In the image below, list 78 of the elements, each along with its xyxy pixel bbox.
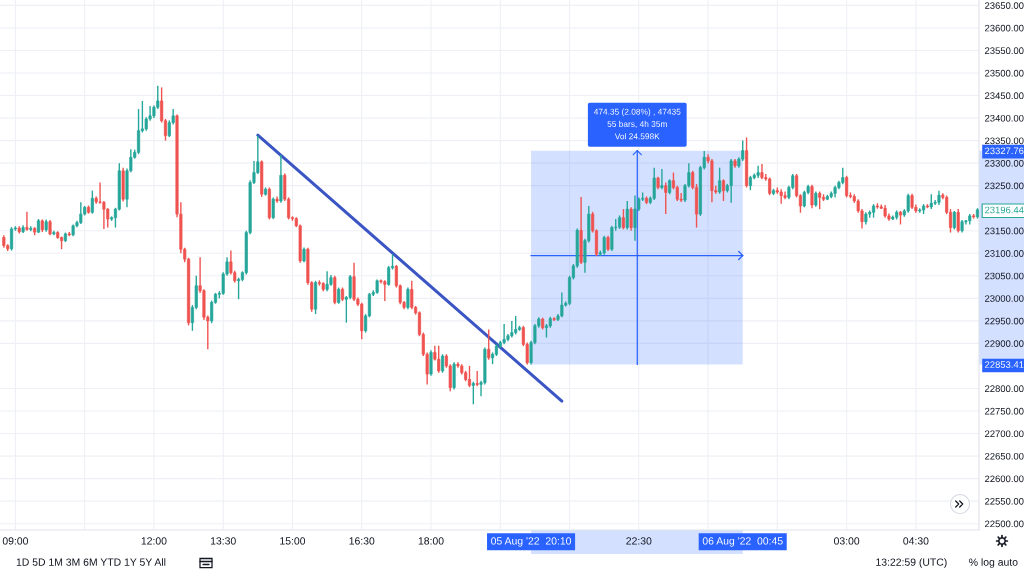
y-tick-label: 22750.00 — [985, 407, 1024, 415]
y-tick-label: 23050.00 — [985, 272, 1024, 280]
candlestick — [629, 206, 633, 232]
y-tick-label: 22900.00 — [985, 340, 1024, 347]
y-tick-label: 23327.76 — [985, 147, 1024, 155]
text: 13:22:59 (UTC) — [876, 558, 947, 568]
y-tick-label: 23000.00 — [985, 295, 1024, 302]
y-tick-label: 23550.00 — [985, 47, 1024, 54]
candlestick — [756, 165, 760, 179]
x-tick-label: 04:30 — [903, 537, 929, 545]
text: 23196.44 — [985, 206, 1024, 214]
candlestick — [452, 361, 456, 391]
x-tick-label: 12:00 — [141, 537, 167, 545]
candlestick — [621, 208, 625, 231]
candlestick — [514, 315, 518, 336]
candlestick — [952, 210, 956, 231]
candlestick — [136, 108, 141, 155]
y-tick-label: 23400.00 — [985, 114, 1024, 122]
candlestick — [510, 320, 514, 339]
candlestick — [652, 166, 656, 201]
y-tick-label: 22650.00 — [985, 452, 1024, 460]
candlestick — [79, 201, 83, 225]
y-tick-label: 22600.00 — [985, 475, 1024, 483]
y-tick-label: 23650.00 — [985, 2, 1024, 9]
candlestick — [602, 235, 606, 256]
y-tick-label: 23500.00 — [985, 69, 1024, 77]
y-tick-label: 22853.41 — [985, 361, 1024, 368]
candlestick — [325, 270, 329, 292]
candlestick — [10, 226, 14, 252]
candlestick — [560, 291, 564, 318]
candlestick — [90, 189, 94, 215]
candlestick — [664, 181, 668, 215]
y-tick-label: 23250.00 — [985, 182, 1024, 190]
candlestick — [502, 323, 506, 346]
x-tick-label: 18:00 — [418, 537, 444, 545]
candlestick — [237, 276, 241, 300]
candlestick — [437, 344, 441, 374]
text: % log auto — [969, 558, 1018, 568]
candlestick — [471, 381, 475, 405]
x-tick-label: 13:30 — [210, 537, 236, 545]
candlestick — [660, 168, 664, 190]
candlestick — [475, 370, 479, 387]
candlestick — [956, 208, 960, 234]
candlestick — [406, 286, 410, 310]
candlestick — [633, 194, 637, 242]
y-tick-label: 23150.00 — [985, 227, 1024, 235]
candlestick — [271, 196, 275, 220]
y-tick-label: 22950.00 — [985, 317, 1024, 325]
y-tick-label: 23600.00 — [985, 24, 1024, 32]
x-tick-label: 15:00 — [280, 537, 306, 545]
x-tick-label: 22:30 — [626, 537, 652, 545]
y-tick-label: 23300.00 — [985, 159, 1024, 167]
candlestick — [441, 353, 445, 374]
candlestick — [383, 279, 387, 302]
candlestick — [810, 184, 814, 209]
y-tick-label: 22550.00 — [985, 497, 1024, 505]
x-tick-label: 09:00 — [2, 537, 29, 545]
x-tick-label: 16:30 — [349, 537, 375, 545]
candlestick — [845, 175, 849, 199]
x-tick-label: 05 Aug '22 20:10 — [491, 537, 572, 547]
y-tick-label: 22700.00 — [985, 430, 1024, 438]
candlestick — [25, 211, 29, 232]
candlestick — [429, 349, 433, 377]
y-tick-label: 22800.00 — [985, 385, 1024, 392]
candlestick — [906, 193, 910, 214]
annotation: 474.35 (2.08%) , 47435 55 bars, 4h 35m Vol 24.598K — [593, 108, 681, 140]
y-tick-label: 23100.00 — [985, 250, 1024, 257]
x-tick-label: 06 Aug '22 00:45 — [702, 537, 783, 547]
text: 1D 5D 1M 3M 6M YTD 1Y 5Y All — [16, 558, 166, 566]
candlestick — [718, 166, 722, 195]
candlestick — [467, 365, 472, 388]
candlestick — [487, 328, 491, 361]
y-tick-label: 22500.00 — [985, 520, 1024, 528]
y-tick-label: 23450.00 — [985, 92, 1024, 100]
y-tick-label: 23350.00 — [985, 137, 1024, 145]
x-tick-label: 03:00 — [833, 537, 860, 545]
candlestick — [625, 200, 629, 231]
candlestick — [352, 262, 356, 302]
